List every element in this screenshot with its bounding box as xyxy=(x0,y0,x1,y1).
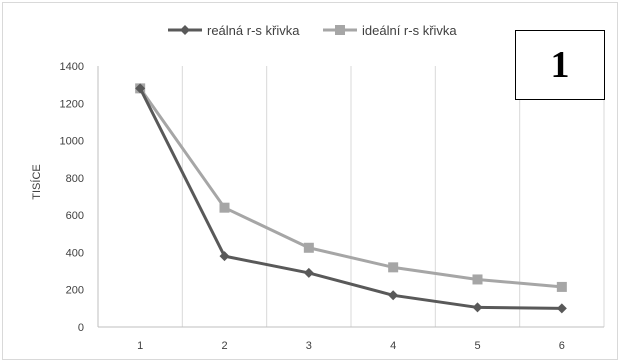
series-line xyxy=(138,87,562,310)
data-point-diamond xyxy=(472,302,483,313)
legend-label: reálná r-s křivka xyxy=(207,23,300,38)
y-tick-label: 800 xyxy=(66,173,84,185)
legend-label: ideální r-s křivka xyxy=(362,23,457,38)
data-point-square xyxy=(219,202,230,213)
data-point-square xyxy=(335,25,345,35)
data-point-square xyxy=(303,242,314,253)
chart-number: 1 xyxy=(550,44,570,86)
data-point-diamond xyxy=(180,25,190,35)
y-tick-label: 1200 xyxy=(60,98,84,110)
y-tick-label: 1400 xyxy=(60,61,84,73)
y-tick-label: 0 xyxy=(78,322,84,334)
x-tick-label: 2 xyxy=(221,340,227,352)
y-tick-label: 400 xyxy=(66,247,84,259)
y-tick-label: 600 xyxy=(66,210,84,222)
chart-number-badge: 1 xyxy=(515,30,605,100)
x-tick-label: 1 xyxy=(137,340,143,352)
data-point-diamond xyxy=(556,303,567,314)
y-axis-title: TISÍCE xyxy=(30,164,43,199)
x-tick-label: 4 xyxy=(390,340,396,352)
data-point-diamond xyxy=(219,251,230,262)
x-tick-label: 3 xyxy=(306,340,312,352)
x-tick-label: 6 xyxy=(559,340,565,352)
data-point-diamond xyxy=(135,83,146,94)
data-point-square xyxy=(388,262,399,273)
y-tick-label: 1000 xyxy=(60,136,84,148)
y-tick-label: 200 xyxy=(66,285,84,297)
series-line xyxy=(138,87,562,289)
data-point-diamond xyxy=(303,267,314,278)
data-point-diamond xyxy=(388,290,399,301)
data-point-square xyxy=(472,274,483,285)
data-point-square xyxy=(556,281,567,292)
x-tick-label: 5 xyxy=(474,340,480,352)
